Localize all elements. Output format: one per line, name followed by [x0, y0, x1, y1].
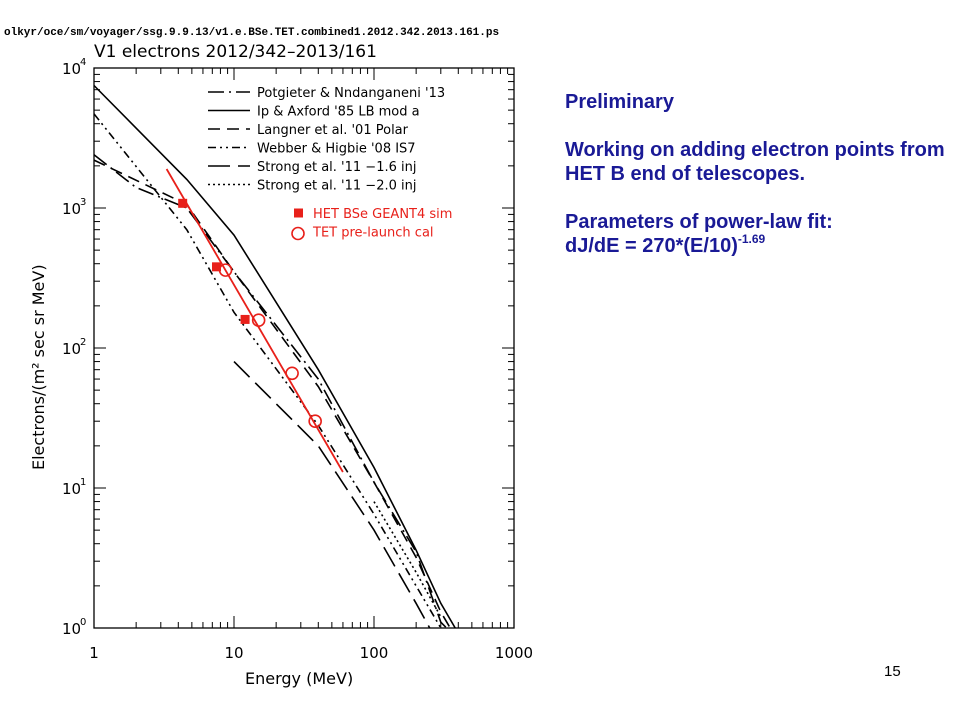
fit-parameters: Parameters of power-law fit: dJ/dE = 270…	[565, 210, 950, 258]
y-tick-label: 10	[62, 340, 81, 358]
het-bse-point	[240, 314, 250, 324]
legend-label-series-6: HET BSe GEANT4 sim	[313, 207, 452, 222]
model-curve-series-5	[373, 501, 442, 618]
y-axis-label: Electrons/(m² sec sr MeV)	[29, 264, 48, 470]
x-tick-label: 10	[224, 644, 243, 662]
working-note: Working on adding electron points from H…	[565, 139, 945, 185]
page-number: 15	[884, 663, 901, 680]
het-bse-point	[212, 262, 222, 272]
legend-label-series-5: Strong et al. '11 −2.0 inj	[257, 179, 416, 194]
tet-cal-point	[308, 414, 322, 429]
y-tick-exponent: 0	[80, 617, 86, 628]
y-tick-label: 10	[62, 620, 81, 638]
model-curve-series-1	[93, 84, 456, 629]
fit-title: Parameters of power-law fit:	[565, 211, 833, 233]
axis-ticks	[94, 68, 514, 628]
legend-swatch-het	[294, 208, 303, 218]
x-tick-label: 100	[360, 644, 389, 662]
legend-label-series-7: TET pre-launch cal	[312, 226, 434, 241]
model-curve-series-4	[233, 361, 431, 629]
file-path: olkyr/oce/sm/voyager/ssg.9.9.13/v1.e.BSe…	[4, 27, 499, 39]
y-tick-exponent: 4	[80, 57, 86, 68]
x-tick-label: 1000	[495, 644, 533, 662]
legend-label-series-2: Langner et al. '01 Polar	[257, 123, 409, 138]
y-tick-label: 10	[62, 60, 81, 78]
model-curve-series-0	[93, 154, 448, 629]
chart-title: V1 electrons 2012/342–2013/161	[94, 42, 377, 62]
y-tick-exponent: 2	[80, 337, 86, 348]
legend-label-series-1: Ip & Axford '85 LB mod a	[257, 105, 420, 120]
y-tick-exponent: 1	[80, 477, 86, 488]
power-law-fit-line	[165, 168, 344, 473]
tet-cal-point	[218, 263, 233, 277]
y-tick-label: 10	[62, 480, 81, 498]
legend-label-series-4: Strong et al. '11 −1.6 inj	[257, 160, 416, 175]
fit-formula: dJ/dE = 270*(E/10)	[565, 235, 738, 257]
data-markers	[165, 168, 344, 473]
x-tick-label: 1	[89, 644, 99, 662]
legend-label-series-3: Webber & Higbie '08 IS7	[257, 142, 416, 157]
notes-panel: Preliminary Working on adding electron p…	[565, 90, 950, 282]
legend-swatch-tet	[291, 226, 305, 241]
x-tick-labels: 1 10 100 1000	[89, 644, 533, 662]
fit-exponent: -1.69	[737, 232, 766, 246]
het-bse-point	[178, 198, 188, 208]
y-tick-exponent: 3	[80, 197, 86, 208]
legend-label-series-0: Potgieter & Nndanganeni '13	[257, 86, 445, 101]
x-axis-label: Energy (MeV)	[245, 669, 353, 688]
legend: Potgieter & Nndanganeni '13 Ip & Axford '…	[208, 86, 452, 241]
y-tick-label: 10	[62, 200, 81, 218]
preliminary-label: Preliminary	[565, 91, 674, 113]
